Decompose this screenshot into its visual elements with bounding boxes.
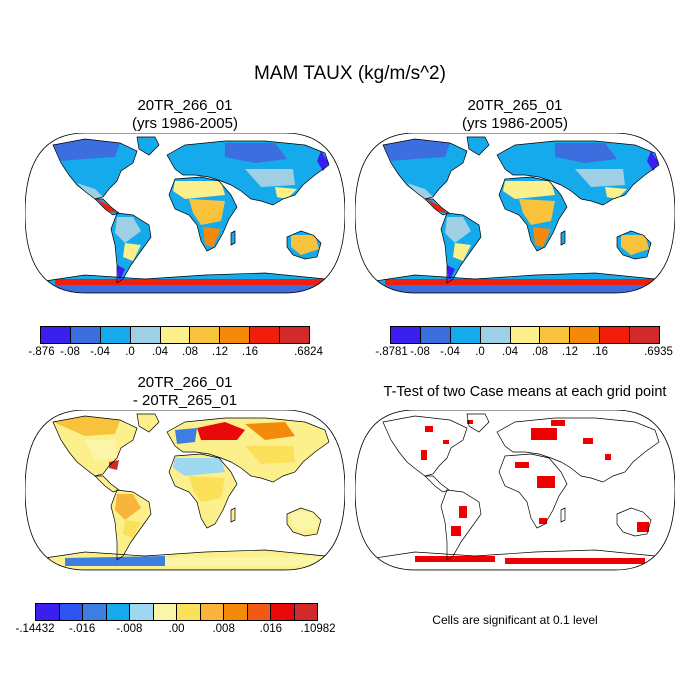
significance-cells: [415, 420, 649, 564]
colorbar-top_left-label-3: .0: [125, 346, 135, 358]
map-bottom-left: [25, 410, 345, 571]
colorbar-bottom_left-cell-10: [271, 604, 295, 620]
colorbar-top_left-cell-7: [250, 327, 281, 343]
colorbar-bottom_left-label-2: -.008: [116, 623, 143, 635]
colorbar-top_left-label-1: -.08: [60, 346, 80, 358]
map-top-left-border: [25, 133, 345, 294]
colorbar-bottom-left-labels: -.14432 -.016 -.008 .00 .008 .016 .10982: [15, 623, 335, 639]
colorbar-top-left-labels: -.876 -.08 -.04 .0 .04 .08 .12 .16 .6824: [28, 346, 323, 362]
colorbar-bottom_left-label-3: .00: [168, 623, 185, 635]
colorbar-top_right-label-8: .6935: [644, 346, 673, 358]
colorbar-bottom_left-cell-7: [200, 604, 224, 620]
colorbar-bottom_left-label-1: -.016: [69, 623, 96, 635]
colorbar-top_left-cell-5: [190, 327, 221, 343]
map-bottom-right-border: [355, 410, 675, 571]
colorbar-bottom-left: [35, 603, 318, 621]
colorbar-top_right-cell-4: [510, 327, 541, 343]
colorbar-bottom_left-cell-9: [247, 604, 271, 620]
colorbar-top_right-cell-8: [630, 327, 660, 343]
map-top-right-border: [355, 133, 675, 294]
colorbar-top_right-cell-2: [450, 327, 481, 343]
map-bottom-right-content: [355, 410, 675, 570]
panel-title-top-right: 20TR_265_01 (yrs 1986-2005): [355, 97, 675, 133]
colorbar-bottom_left-cell-11: [294, 604, 317, 620]
panel-title-top-left: 20TR_266_01 (yrs 1986-2005): [25, 97, 345, 133]
colorbar-bottom_left-label-0: -.14432: [15, 623, 55, 635]
colorbar-top_left-label-7: .16: [242, 346, 258, 358]
panel-title-bottom-right-line1: T-Test of two Case means at each grid po…: [383, 384, 667, 400]
colorbar-top_right-cell-5: [540, 327, 571, 343]
colorbar-top_left-label-2: -.04: [90, 346, 110, 358]
colorbar-top_right-label-0: -.8781: [375, 346, 408, 358]
colorbar-top_right-label-6: .12: [562, 346, 578, 358]
colorbar-top-right-labels: -.8781 -.08 -.04 .0 .04 .08 .12 .16 .6935: [375, 346, 673, 362]
panel-title-top-left-line1: 20TR_266_01: [137, 97, 233, 114]
colorbar-bottom_left-label-6: .10982: [300, 623, 336, 635]
map-top-right-content: [355, 133, 675, 293]
map-bottom-left-border: [25, 410, 345, 571]
colorbar-top_right-label-5: .08: [532, 346, 548, 358]
colorbar-bottom_left-cell-8: [224, 604, 248, 620]
colorbar-bottom_left-cell-1: [59, 604, 83, 620]
map-bottom-left-content: [25, 410, 345, 570]
colorbar-top_left-cell-8: [280, 327, 310, 343]
colorbar-top_left-cell-6: [220, 327, 251, 343]
panel-title-bottom-left-line2: - 20TR_265_01: [132, 392, 238, 409]
colorbar-bottom_left-cell-3: [106, 604, 130, 620]
map-top-left: [25, 133, 345, 294]
colorbar-top_left-label-0: -.876: [28, 346, 55, 358]
colorbar-top_left-cell-2: [100, 327, 131, 343]
significance-note: Cells are significant at 0.1 level: [432, 613, 598, 627]
colorbar-top_left-label-5: .08: [182, 346, 198, 358]
colorbar-bottom_left-label-4: .008: [212, 623, 235, 635]
map-top-left-content: [25, 133, 345, 293]
panel-title-bottom-left: 20TR_266_01 - 20TR_265_01: [25, 374, 345, 410]
colorbar-top_left-label-4: .04: [152, 346, 168, 358]
colorbar-top_right-cell-7: [600, 327, 631, 343]
colorbar-top_left-cell-0: [41, 327, 71, 343]
figure-title: MAM TAUX (kg/m/s^2): [254, 63, 446, 84]
panel-title-top-right-line2: (yrs 1986-2005): [462, 115, 568, 132]
colorbar-top_right-cell-0: [391, 327, 421, 343]
colorbar-bottom_left-cell-4: [130, 604, 154, 620]
colorbar-top_right-label-1: -.08: [410, 346, 430, 358]
colorbar-top_left-cell-4: [160, 327, 191, 343]
colorbar-top_right-label-7: .16: [592, 346, 608, 358]
colorbar-top_right-cell-3: [480, 327, 511, 343]
colorbar-top_right-cell-6: [570, 327, 601, 343]
colorbar-top_left-label-6: .12: [212, 346, 228, 358]
map-bottom-right: [355, 410, 675, 571]
panel-title-top-right-line1: 20TR_265_01: [467, 97, 563, 114]
colorbar-bottom_left-cell-0: [36, 604, 60, 620]
colorbar-top_right-label-3: .0: [475, 346, 485, 358]
colorbar-top_right-cell-1: [420, 327, 451, 343]
colorbar-top-left: [40, 326, 310, 344]
panel-title-top-left-line2: (yrs 1986-2005): [132, 115, 238, 132]
colorbar-top_left-cell-3: [130, 327, 161, 343]
panel-title-bottom-right: T-Test of two Case means at each grid po…: [340, 383, 700, 401]
colorbar-bottom_left-cell-6: [177, 604, 201, 620]
panel-title-bottom-left-line1: 20TR_266_01: [137, 374, 233, 391]
colorbar-top_left-cell-1: [70, 327, 101, 343]
map-top-right: [355, 133, 675, 294]
colorbar-top_right-label-2: -.04: [440, 346, 460, 358]
colorbar-bottom_left-label-5: .016: [259, 623, 283, 635]
colorbar-top-right: [390, 326, 660, 344]
colorbar-bottom_left-cell-5: [153, 604, 177, 620]
colorbar-bottom_left-cell-2: [83, 604, 107, 620]
colorbar-top_right-label-4: .04: [502, 346, 518, 358]
colorbar-top_left-label-8: .6824: [294, 346, 323, 358]
